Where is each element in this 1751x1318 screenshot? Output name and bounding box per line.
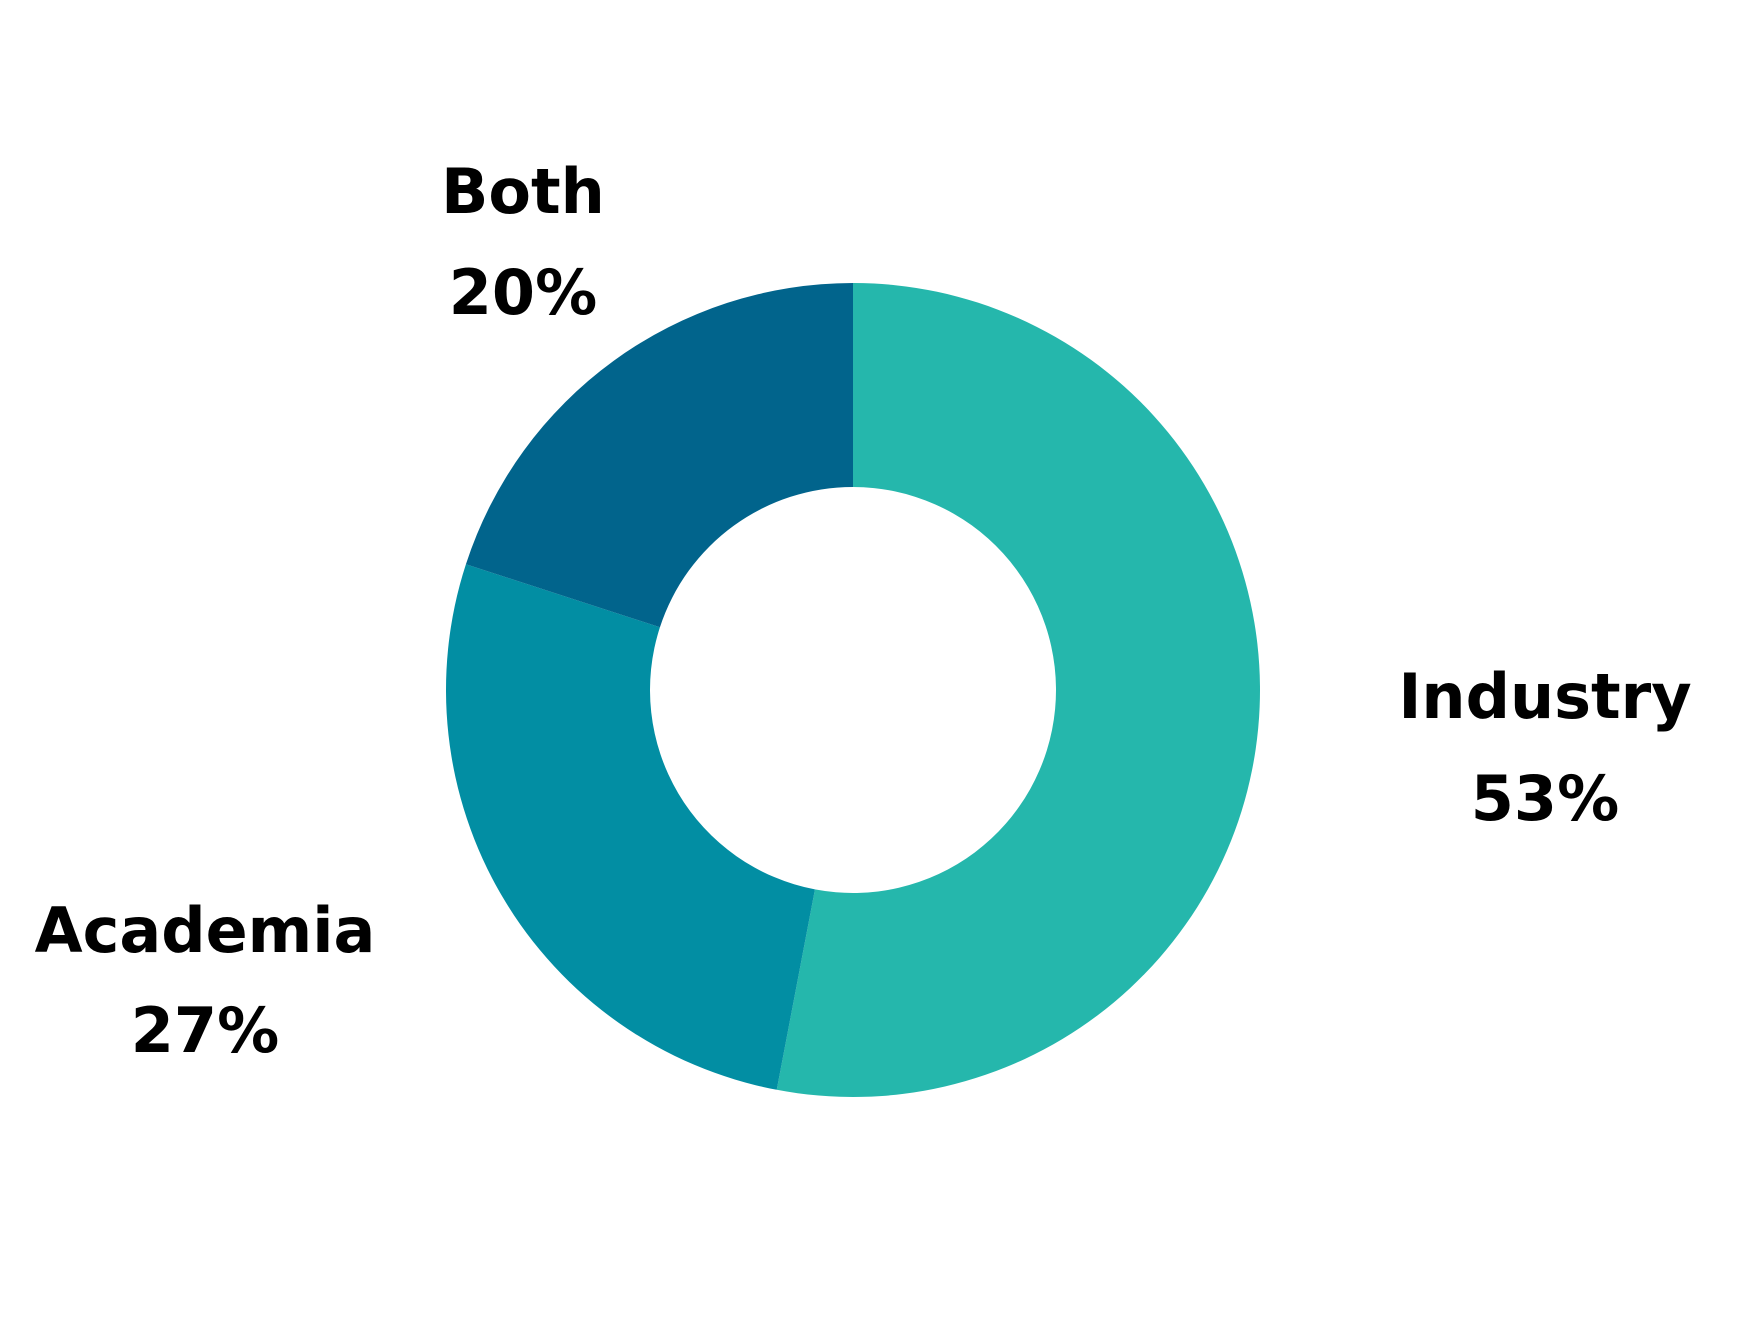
slice-value-academia: 27% [131,994,279,1067]
donut-slice-academia [446,564,815,1090]
slice-value-industry: 53% [1471,762,1619,835]
donut-slice-both [465,283,853,628]
slice-label-both: Both [441,155,605,228]
slice-value-both: 20% [449,256,597,329]
donut-slice-industry [776,283,1261,1097]
slice-label-academia: Academia [35,894,376,967]
slice-label-industry: Industry [1398,660,1691,733]
slice-labels: Industry 53% Academia 27% Both 20% [35,155,1692,1067]
donut-slices [446,283,1261,1097]
